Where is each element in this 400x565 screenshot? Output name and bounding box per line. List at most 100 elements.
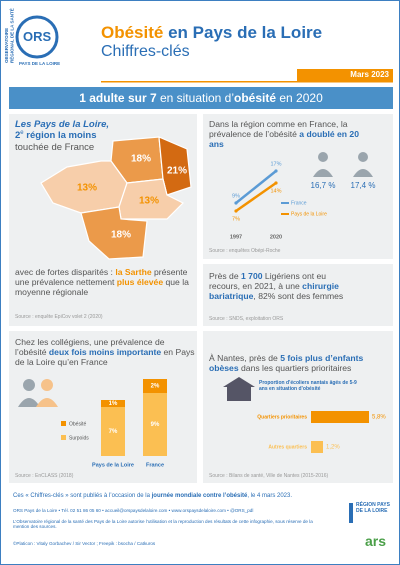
region-label: 13% — [139, 196, 159, 207]
bar — [101, 400, 125, 407]
logo-bar — [349, 503, 353, 523]
text: Ces « Chiffres-clés » sont publiés à l’o… — [13, 493, 152, 499]
text: 2 — [15, 130, 21, 142]
source: Source : EnCLASS (2018) — [15, 473, 74, 479]
text: touchée de France — [15, 141, 95, 153]
banner — [9, 87, 393, 109]
footer-contact: ORS Pays de la Loire • Tél. 02 51 86 05 … — [13, 508, 254, 513]
source: Source : Bilans de santé, Ville de Nante… — [209, 473, 329, 479]
value-label: 7% — [109, 429, 118, 435]
icon-label: 17,4 % — [351, 181, 376, 190]
bar — [143, 379, 167, 393]
value-label: 1,2% — [326, 445, 340, 451]
text: 1 700 — [241, 271, 263, 281]
text: 1 adulte — [79, 91, 128, 105]
icon-label: 16,7 % — [311, 181, 336, 190]
point — [234, 209, 238, 213]
point — [274, 169, 278, 173]
value-label: 7% — [232, 216, 240, 222]
text: chirurgie bariatrique — [209, 281, 339, 302]
map-text: Les Pays de la Loire, 2e région la moins … — [15, 119, 115, 153]
panel — [203, 264, 393, 326]
text: que la moyenne régionale — [15, 277, 189, 298]
text: journée mondiale contre l’obésité — [151, 493, 248, 499]
bar — [311, 411, 369, 423]
text: , 82% sont des femmes — [253, 291, 344, 302]
text: dans les quartiers prioritaires — [238, 363, 352, 374]
footer-credits: ©Platicon : Vitaly Gorbachev / Sir Vecto… — [13, 541, 156, 546]
people-icons — [18, 152, 373, 407]
text: Les Pays de la Loire, — [15, 119, 109, 130]
logo-region: RÉGION PAYS DE LA LOIRE — [356, 502, 390, 514]
school-icon — [223, 377, 255, 387]
icon — [41, 379, 53, 391]
legend-label: Obésité — [69, 421, 86, 427]
text: avec de fortes disparités : — [15, 267, 116, 277]
source: Source : enquêtes Obépi-Roche — [209, 248, 281, 254]
bar — [143, 393, 167, 456]
logo-ars: ars — [365, 533, 387, 549]
text: 5 fois plus d’enfants obèses — [209, 353, 364, 374]
text: obésité — [234, 91, 277, 105]
source: Source : enquête EpiCov volet 2 (2020) — [15, 314, 103, 320]
text: présente une prévalence nettement — [15, 267, 188, 288]
text: région — [23, 130, 56, 142]
text: Ligériens ont eu recours, en 2021, à une — [209, 271, 327, 292]
value-label: 14% — [270, 188, 281, 194]
region-label: 13% — [77, 183, 97, 194]
x-tick-label: 2020 — [270, 234, 282, 240]
legend-label: Surpoids — [69, 435, 89, 441]
chart-title: Proportion d’écoliers nantais âgés de 5-… — [259, 380, 357, 392]
value-label: 17% — [270, 161, 281, 167]
text: sur 7 — [127, 91, 157, 105]
source: Source : SNDS, exploitation ORS — [209, 316, 284, 322]
department — [80, 206, 148, 260]
legend-label: Pays de la Loire — [291, 211, 327, 217]
logo: ORS — [23, 29, 52, 44]
value-label: 9% — [151, 422, 160, 428]
point — [274, 181, 278, 185]
map — [40, 136, 192, 260]
value-label: 9% — [232, 193, 240, 199]
trend-text: Dans la région comme en France, la préva… — [209, 119, 369, 149]
line — [235, 181, 277, 213]
x-tick-label: Pays de la Loire — [92, 462, 134, 468]
line — [235, 170, 277, 204]
nantes-text: À Nantes, près de 5 fois plus d’enfants … — [209, 353, 384, 373]
text: Chez les collégiens, une prévalence de l… — [15, 337, 165, 358]
department — [158, 136, 192, 196]
x-tick-label: 1997 — [230, 234, 242, 240]
date-bar — [297, 69, 393, 81]
icon — [36, 398, 58, 407]
footer-legal: L’Observatoire régional de la santé des … — [13, 519, 313, 530]
surgery-text: Près de 1 700 Ligériens ont eu recours, … — [209, 271, 359, 301]
subtitle: Chiffres-clés — [101, 43, 190, 60]
bar — [311, 441, 323, 453]
text: en 2020 — [276, 91, 323, 105]
panel — [203, 331, 393, 483]
icon — [358, 152, 368, 162]
text: Près de — [209, 271, 242, 281]
text: e — [20, 130, 24, 137]
icon — [353, 169, 373, 177]
text: en Pays de la Loire qu’en France — [15, 347, 195, 368]
rule — [101, 81, 393, 83]
school-icon — [227, 385, 251, 401]
college-text: Chez les collégiens, une prévalence de l… — [15, 337, 195, 367]
text: deux fois moins importante — [48, 347, 162, 358]
icon — [23, 379, 35, 391]
x-tick-label: France — [146, 462, 164, 468]
bar — [101, 407, 125, 456]
y-tick-label: Quartiers prioritaires — [257, 414, 307, 420]
icon — [313, 169, 333, 177]
footer-intro: Ces « Chiffres-clés » sont publiés à l’o… — [13, 493, 343, 500]
value-label: 2% — [151, 384, 160, 390]
org-name: OBSERVATOIRE RÉGIONAL DE LA SANTÉ — [4, 8, 15, 63]
title: Obésité en Pays de la Loire — [101, 23, 322, 43]
text: la moins — [55, 130, 97, 142]
icon — [18, 398, 40, 407]
y-tick-label: Autres quartiers — [268, 444, 307, 450]
value-label: 1% — [109, 401, 118, 407]
